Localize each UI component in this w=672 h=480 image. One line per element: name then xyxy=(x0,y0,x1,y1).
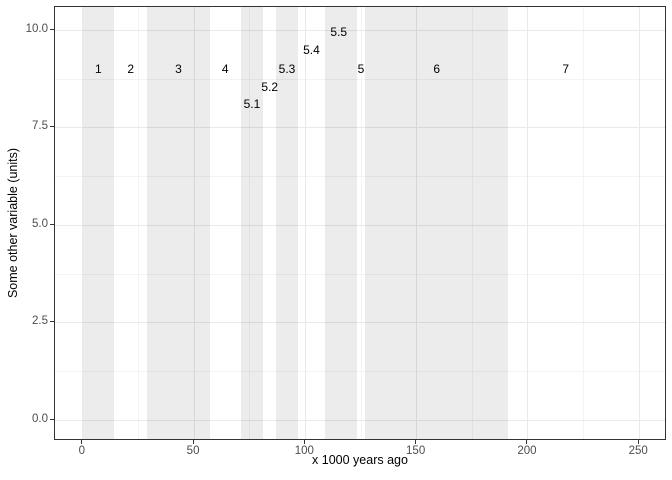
stage-label-6: 6 xyxy=(433,62,440,77)
gridline-major-horizontal xyxy=(55,127,665,129)
x-tick-label: 50 xyxy=(186,445,200,457)
gridline-minor-vertical xyxy=(137,7,139,439)
y-tick-label: 7.5 xyxy=(32,120,48,133)
gridline-major-horizontal xyxy=(55,29,665,31)
gridline-major-vertical xyxy=(82,7,84,439)
stage-band-1 xyxy=(82,7,114,439)
stage-label-2: 2 xyxy=(127,62,134,77)
gridline-major-horizontal xyxy=(55,322,665,324)
y-tick-mark xyxy=(49,126,54,128)
stage-label-5.4: 5.4 xyxy=(303,42,320,57)
stage-band-5.1 xyxy=(240,7,264,439)
gridline-major-vertical xyxy=(638,7,640,439)
y-tick-label: 5.0 xyxy=(32,217,48,230)
y-tick-label: 10.0 xyxy=(25,22,48,35)
stage-label-1: 1 xyxy=(95,62,102,77)
stage-label-5.1: 5.1 xyxy=(243,97,261,112)
y-tick-mark xyxy=(49,321,54,323)
gridline-minor-horizontal xyxy=(55,371,665,373)
gridline-minor-vertical xyxy=(583,7,585,439)
stage-label-5.5: 5.5 xyxy=(330,25,348,40)
gridline-major-horizontal xyxy=(55,419,665,421)
stage-label-7: 7 xyxy=(562,62,570,77)
stage-band-5.3 xyxy=(276,7,298,439)
y-tick-mark xyxy=(49,418,54,420)
gridline-minor-horizontal xyxy=(55,273,665,275)
x-tick-mark xyxy=(415,440,417,444)
stage-label-3: 3 xyxy=(175,62,182,77)
x-tick-label: 250 xyxy=(628,445,648,457)
y-tick-label: 0.0 xyxy=(32,412,48,425)
stage-label-5.3: 5.3 xyxy=(278,62,296,77)
gridline-minor-vertical xyxy=(249,7,251,439)
stage-label-4: 4 xyxy=(221,62,229,77)
gridline-major-vertical xyxy=(304,7,306,439)
x-tick-mark xyxy=(81,440,83,444)
stage-band-6 xyxy=(365,7,508,439)
x-tick-mark xyxy=(637,440,639,444)
x-tick-mark xyxy=(192,440,194,444)
stage-band-3 xyxy=(147,7,210,439)
x-tick-mark xyxy=(526,440,528,444)
plot-panel: 1 2 3 4 5.1 5.2 5.3 5.4 5.5 5 6 7 xyxy=(54,6,666,440)
stage-band-5.5 xyxy=(325,7,357,439)
y-tick-mark xyxy=(49,28,54,30)
x-tick-label: 0 xyxy=(78,445,86,457)
stage-label-5: 5 xyxy=(357,62,365,77)
gridline-major-horizontal xyxy=(55,224,665,226)
gridline-minor-vertical xyxy=(471,7,473,439)
gridline-major-vertical xyxy=(416,7,418,439)
x-tick-mark xyxy=(303,440,305,444)
y-tick-label: 2.5 xyxy=(32,315,48,328)
x-tick-label: 100 xyxy=(294,445,314,457)
gridline-major-vertical xyxy=(527,7,529,439)
stage-label-5.2: 5.2 xyxy=(261,79,279,94)
y-tick-mark xyxy=(49,223,54,225)
gridline-minor-horizontal xyxy=(55,78,665,80)
gridline-major-vertical xyxy=(193,7,195,439)
gridline-minor-horizontal xyxy=(55,176,665,178)
x-axis-title: x 1000 years ago xyxy=(312,453,408,467)
gridline-minor-vertical xyxy=(360,7,362,439)
x-tick-label: 200 xyxy=(517,445,537,457)
x-tick-label: 150 xyxy=(406,445,426,457)
